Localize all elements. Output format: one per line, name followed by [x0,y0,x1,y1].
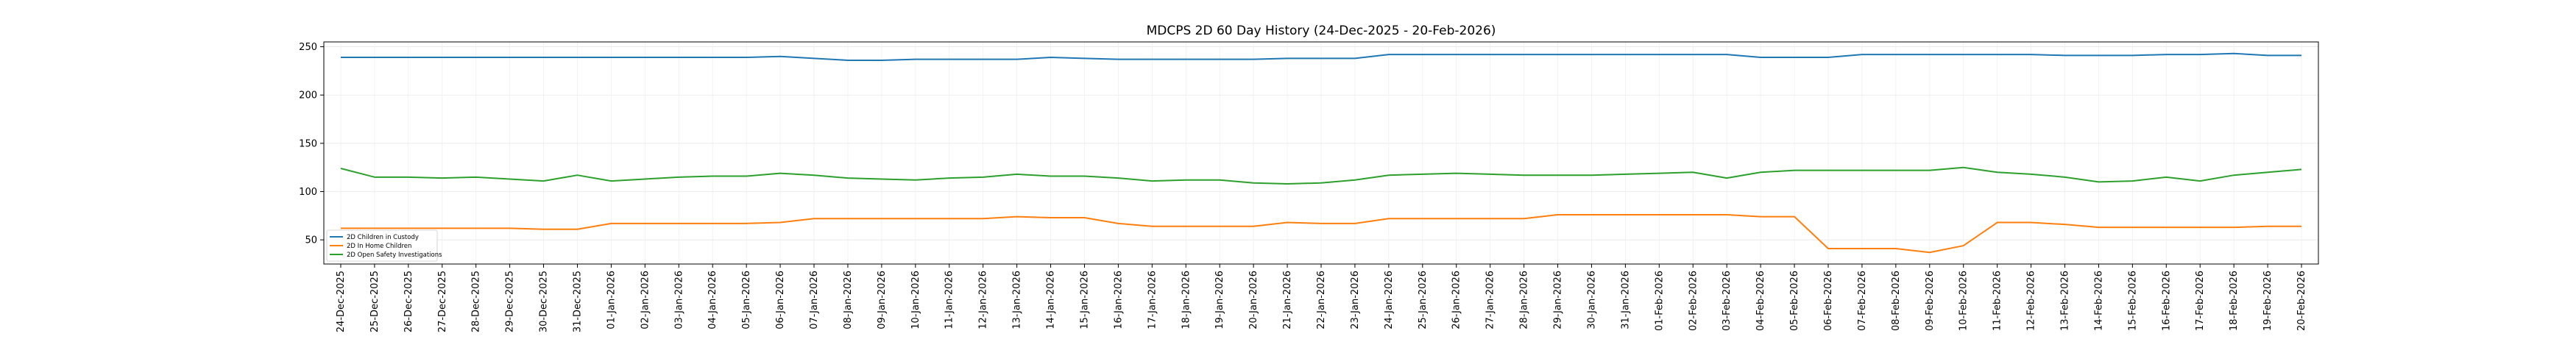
x-tick-label: 08-Feb-2026 [1891,271,1902,331]
x-tick-label: 29-Dec-2025 [505,271,516,332]
x-tick-label: 27-Dec-2025 [437,271,448,332]
legend-label: 2D In Home Children [347,243,411,250]
x-tick-label: 03-Jan-2026 [673,271,684,329]
x-tick-label: 09-Jan-2026 [877,271,888,329]
x-tick-label: 12-Jan-2026 [978,271,989,329]
legend-box [326,229,438,262]
x-tick-label: 28-Jan-2026 [1519,271,1530,329]
x-tick-label: 26-Jan-2026 [1451,271,1462,329]
x-tick-label: 20-Feb-2026 [2296,271,2307,331]
x-tick-label: 15-Feb-2026 [2127,271,2138,331]
x-tick-label: 22-Jan-2026 [1316,271,1327,329]
y-tick-label: 200 [299,90,317,101]
x-tick-label: 05-Jan-2026 [741,271,752,329]
x-tick-label: 30-Jan-2026 [1586,271,1597,329]
x-tick-label: 02-Feb-2026 [1688,271,1699,331]
y-tick-label: 150 [299,138,317,149]
x-tick-label: 14-Jan-2026 [1046,271,1057,329]
x-tick-label: 16-Jan-2026 [1113,271,1124,329]
series-line-2 [340,166,2302,185]
series-line-0 [340,52,2302,61]
x-tick-label: 04-Jan-2026 [707,271,718,329]
y-tick-label: 100 [299,187,317,198]
x-tick-label: 06-Jan-2026 [775,271,786,329]
series-lines [340,52,2302,254]
x-tick-label: 11-Jan-2026 [944,271,955,329]
x-tick-label: 14-Feb-2026 [2093,271,2104,331]
x-tick-label: 23-Jan-2026 [1350,271,1361,329]
x-tick-label: 24-Dec-2025 [336,271,347,332]
x-tick-label: 26-Dec-2025 [403,271,414,332]
x-tick-label: 17-Feb-2026 [2195,271,2206,331]
x-tick-label: 31-Dec-2025 [572,271,583,332]
x-tick-label: 29-Jan-2026 [1553,271,1564,329]
y-tick-label: 50 [305,235,317,246]
x-tick-label: 07-Feb-2026 [1857,271,1868,331]
x-tick-label: 19-Jan-2026 [1214,271,1225,329]
x-tick-label: 21-Jan-2026 [1282,271,1293,329]
x-tick-label: 13-Jan-2026 [1012,271,1023,329]
x-tick-label: 06-Feb-2026 [1823,271,1834,331]
x-tick-label: 04-Feb-2026 [1755,271,1766,331]
x-tick-label: 24-Jan-2026 [1384,271,1395,329]
x-tick-label: 10-Feb-2026 [1958,271,1970,331]
x-tick-label: 18-Feb-2026 [2229,271,2240,331]
legend: 2D Children in Custody 2D In Home Childre… [326,229,442,262]
gridlines [324,42,2318,264]
x-tick-label: 15-Jan-2026 [1079,271,1090,329]
y-axis: 50 100 150 200 250 [299,42,324,246]
legend-label: 2D Children in Custody [347,234,419,241]
x-tick-label: 20-Jan-2026 [1248,271,1259,329]
x-tick-label: 18-Jan-2026 [1181,271,1192,329]
x-tick-label: 17-Jan-2026 [1147,271,1158,329]
x-tick-label: 25-Jan-2026 [1418,271,1429,329]
x-tick-label: 10-Jan-2026 [910,271,921,329]
x-tick-label: 30-Dec-2025 [539,271,550,332]
legend-label: 2D Open Safety Investigations [347,252,442,259]
x-tick-label: 09-Feb-2026 [1925,271,1936,331]
x-tick-label: 01-Jan-2026 [606,271,617,329]
x-tick-label: 31-Jan-2026 [1620,271,1631,329]
x-tick-label: 13-Feb-2026 [2060,271,2071,331]
x-tick-label: 02-Jan-2026 [640,271,651,329]
x-tick-label: 03-Feb-2026 [1722,271,1733,331]
x-tick-label: 16-Feb-2026 [2161,271,2172,331]
x-tick-label: 01-Feb-2026 [1654,271,1665,331]
x-tick-label: 27-Jan-2026 [1485,271,1496,329]
x-tick-label: 07-Jan-2026 [809,271,820,329]
x-tick-label: 05-Feb-2026 [1789,271,1800,331]
x-tick-label: 11-Feb-2026 [1992,271,2003,331]
chart-title: MDCPS 2D 60 Day History (24-Dec-2025 - 2… [1147,24,1496,38]
x-tick-label: 08-Jan-2026 [843,271,854,329]
x-tick-label: 12-Feb-2026 [2026,271,2037,331]
y-tick-label: 250 [299,42,317,53]
x-tick-label: 25-Dec-2025 [369,271,381,332]
x-tick-label: 28-Dec-2025 [471,271,482,332]
series-line-1 [340,214,2302,254]
x-tick-label: 19-Feb-2026 [2262,271,2274,331]
x-axis: 24-Dec-2025 25-Dec-2025 26-Dec-2025 27-Dec-… [336,264,2307,332]
